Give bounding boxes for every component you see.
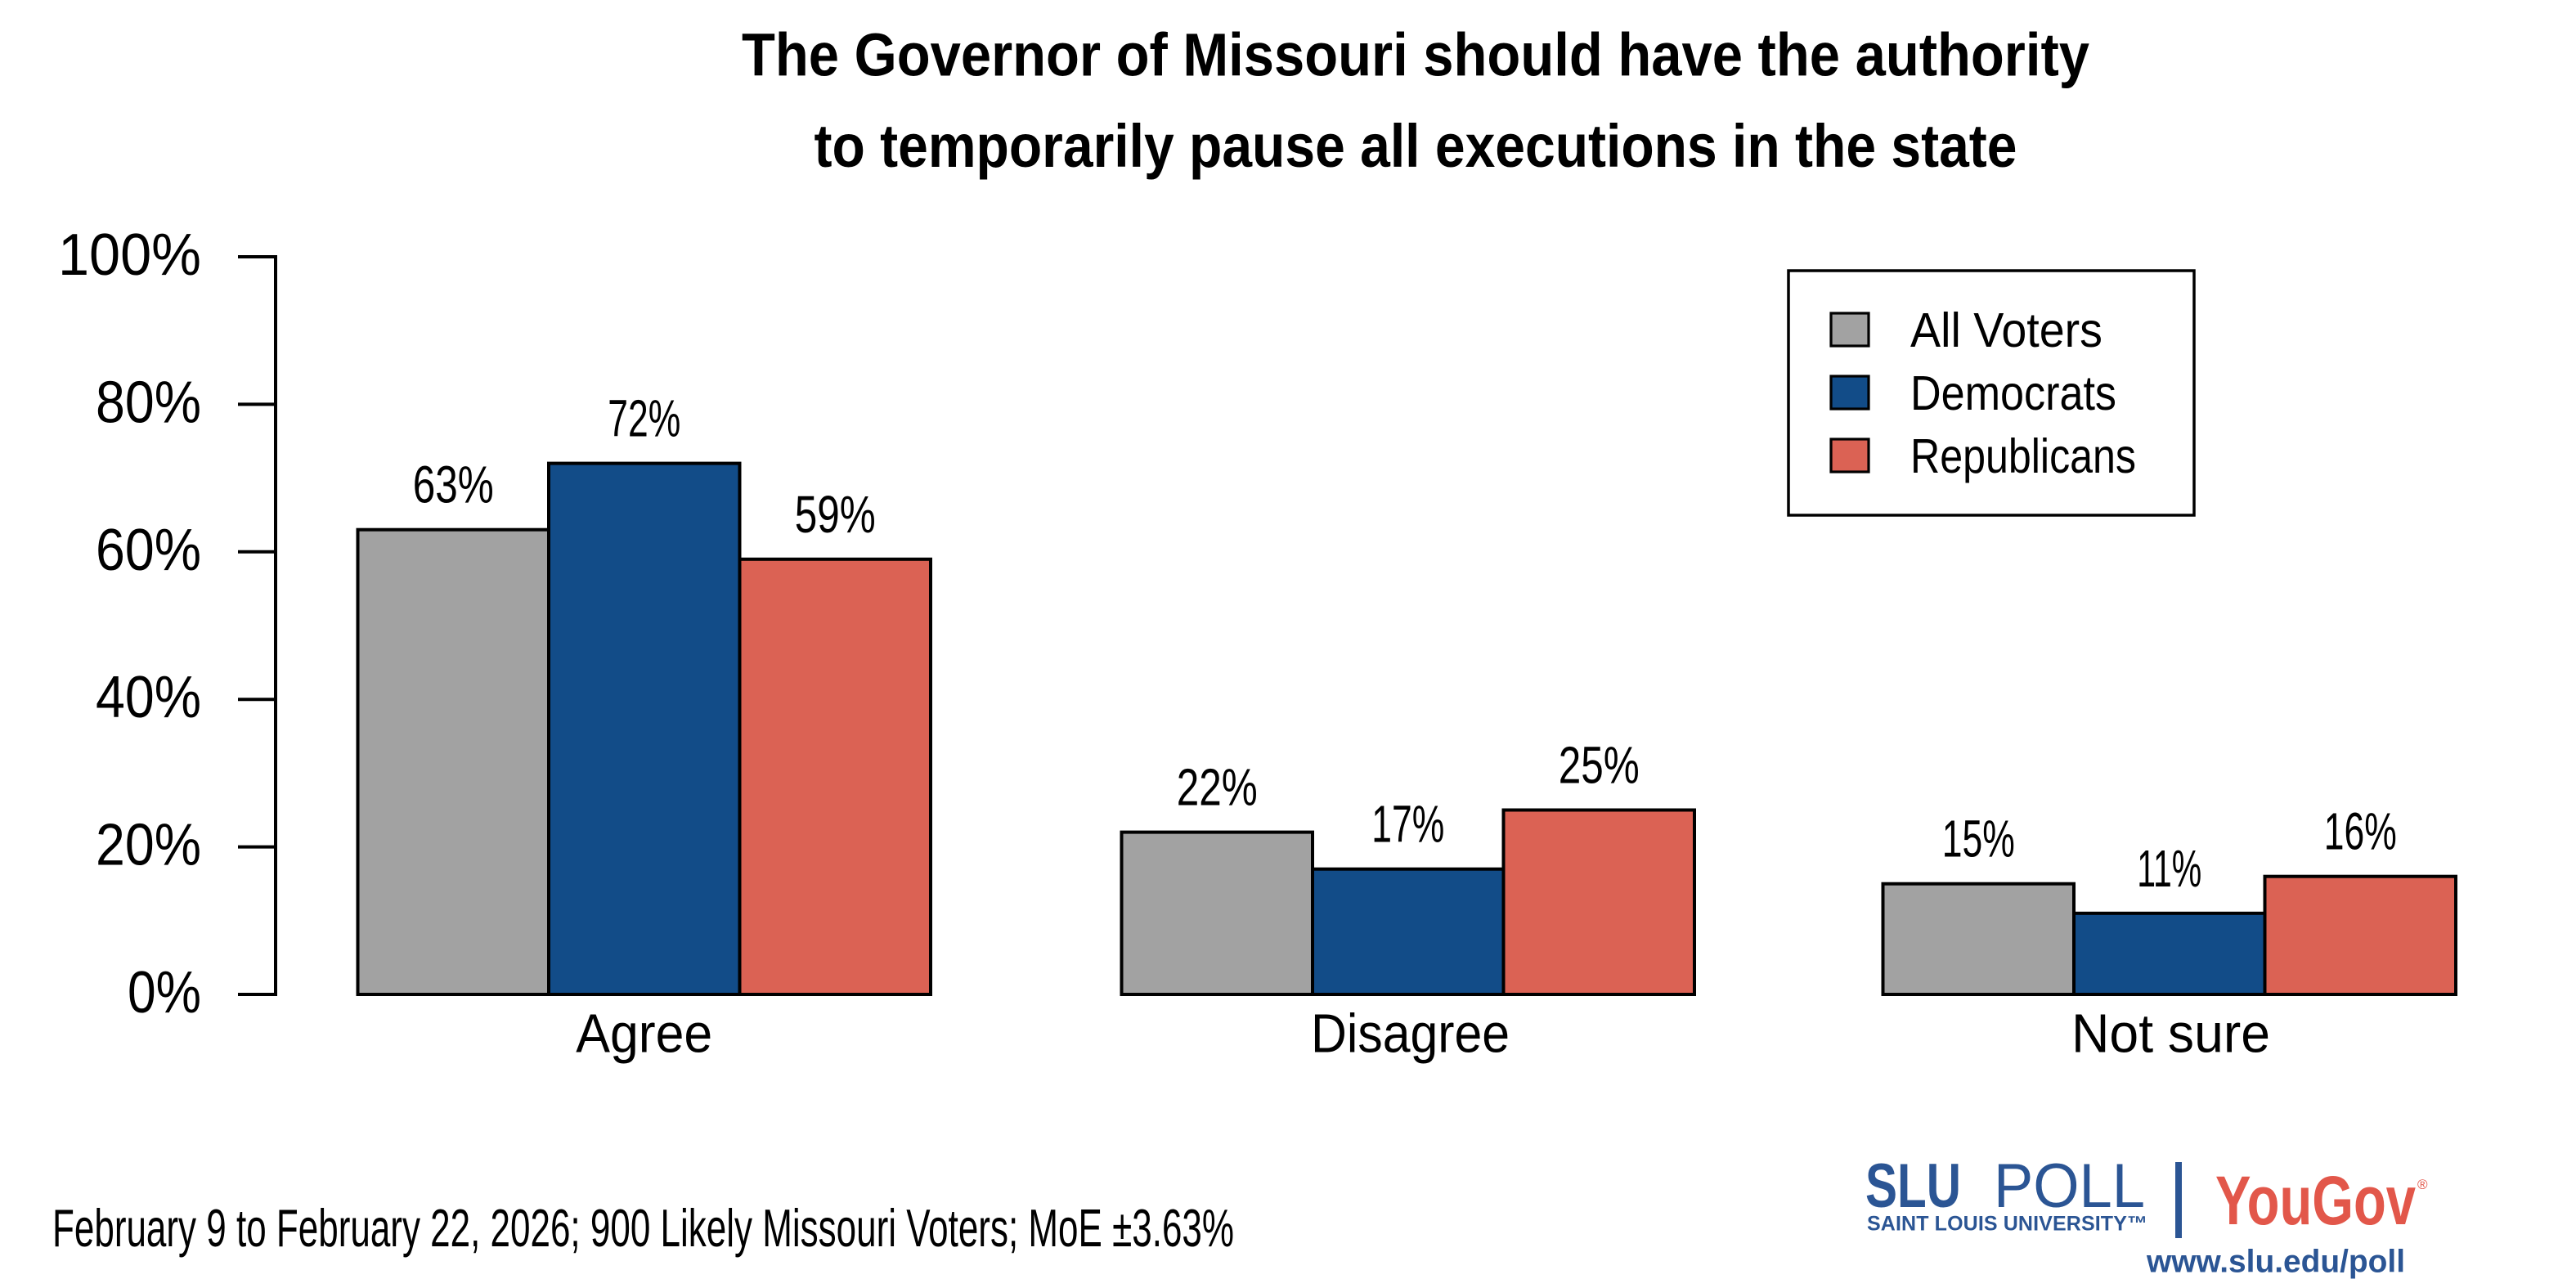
svg-text:100%: 100%: [58, 222, 201, 288]
svg-text:63%: 63%: [413, 456, 494, 514]
svg-text:0%: 0%: [128, 960, 201, 1025]
svg-text:YouGov: YouGov: [2215, 1162, 2416, 1239]
svg-text:Disagree: Disagree: [1311, 1003, 1510, 1065]
svg-text:Republicans: Republicans: [1910, 429, 2136, 483]
svg-text:22%: 22%: [1177, 758, 1258, 817]
svg-text:72%: 72%: [608, 389, 680, 448]
svg-text:20%: 20%: [96, 813, 201, 878]
svg-text:40%: 40%: [96, 665, 201, 730]
svg-text:Not sure: Not sure: [2071, 1003, 2270, 1065]
svg-text:SLU: SLU: [1865, 1151, 1961, 1221]
svg-text:11%: 11%: [2137, 839, 2201, 898]
svg-text:80%: 80%: [96, 370, 201, 435]
svg-text:February 9 to February 22, 202: February 9 to February 22, 2026; 900 Lik…: [52, 1198, 1234, 1258]
svg-text:Agree: Agree: [576, 1003, 712, 1065]
svg-text:The Governor of Missouri shoul: The Governor of Missouri should have the…: [742, 21, 2089, 89]
svg-text:15%: 15%: [1942, 810, 2015, 868]
svg-text:SAINT LOUIS UNIVERSITY™: SAINT LOUIS UNIVERSITY™: [1867, 1213, 2147, 1236]
svg-text:60%: 60%: [96, 518, 201, 583]
svg-text:www.slu.edu/poll: www.slu.edu/poll: [2146, 1245, 2405, 1280]
svg-text:Democrats: Democrats: [1910, 366, 2116, 420]
svg-text:®: ®: [2417, 1177, 2428, 1192]
svg-text:All Voters: All Voters: [1910, 303, 2103, 357]
svg-text:25%: 25%: [1559, 736, 1640, 795]
svg-text:16%: 16%: [2324, 802, 2397, 861]
svg-text:POLL: POLL: [1994, 1151, 2145, 1221]
svg-text:to temporarily pause all execu: to temporarily pause all executions in t…: [815, 112, 2017, 180]
svg-text:17%: 17%: [1371, 795, 1444, 854]
svg-text:59%: 59%: [795, 485, 876, 544]
